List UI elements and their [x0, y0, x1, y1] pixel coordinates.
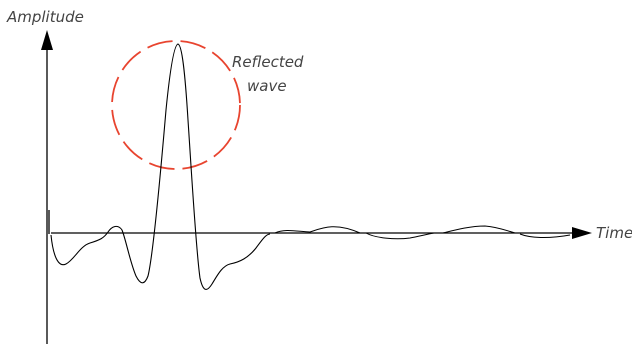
y-axis-arrowhead [41, 30, 53, 50]
reflected-wave-circle [112, 41, 240, 169]
waveform-main [51, 44, 270, 289]
waveform-tail-2 [366, 233, 434, 239]
waveform-tail-1 [275, 227, 360, 233]
reflected-wave-label-line2: wave [247, 77, 287, 95]
y-axis-label: Amplitude [6, 8, 84, 26]
x-axis-label: Time [596, 224, 632, 242]
reflected-wave-label-line1: Reflected [232, 53, 304, 71]
waveform-tail-3 [443, 226, 515, 233]
x-axis-arrowhead [572, 227, 592, 239]
waveform-tail-4 [520, 234, 570, 238]
